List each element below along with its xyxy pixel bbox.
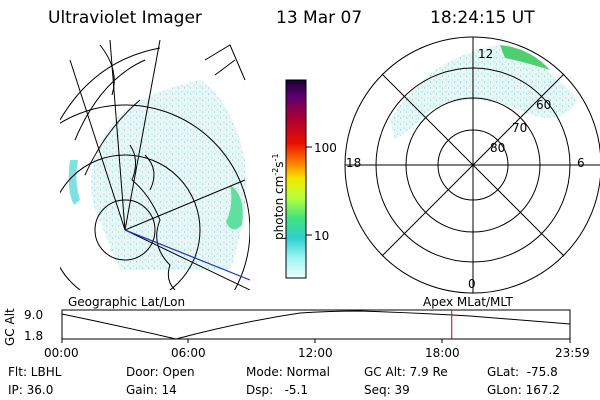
mlt-label-18: 18 [346,156,362,170]
xtick-2359: 23:59 [555,346,590,360]
mlat-label-80: 80 [490,141,506,155]
mlt-label-0: 0 [468,277,476,291]
status-glat: GLat: -75.8 [487,365,558,379]
status-glon: GLon: 167.2 [487,383,560,397]
date-label: 13 Mar 07 [276,8,363,28]
altitude-ytick-bottom: 1.8 [24,329,44,343]
xtick-0600: 06:00 [171,346,206,360]
instrument-title: Ultraviolet Imager [48,8,202,28]
status-gain: Gain: 14 [126,383,177,397]
colorbar-tick-100: 100 [314,141,337,155]
altitude-ylabel: GC Alt [3,308,17,346]
mlt-label-12: 12 [478,47,494,61]
altitude-ytick-top: 9.0 [24,308,44,322]
xtick-1200: 12:00 [298,346,333,360]
xtick-0000: 00:00 [44,346,79,360]
mlt-label-6: 6 [577,156,585,170]
status-flt: Flt: LBHL [8,365,62,379]
mlat-label-70: 70 [512,121,528,135]
time-label: 18:24:15 UT [430,8,535,28]
mlat-label-60: 60 [536,98,552,112]
apex-caption: Apex MLat/MLT [423,295,513,309]
status-door: Door: Open [126,365,195,379]
status-ip: IP: 36.0 [8,383,54,397]
status-dsp: Dsp: -5.1 [246,383,309,397]
colorbar-tick-10: 10 [314,229,330,243]
status-mode: Mode: Normal [246,365,330,379]
status-seq: Seq: 39 [364,383,410,397]
geographic-caption: Geographic Lat/Lon [68,295,186,309]
status-gcalt: GC Alt: 7.9 Re [364,365,448,379]
xtick-1800: 18:00 [425,346,460,360]
